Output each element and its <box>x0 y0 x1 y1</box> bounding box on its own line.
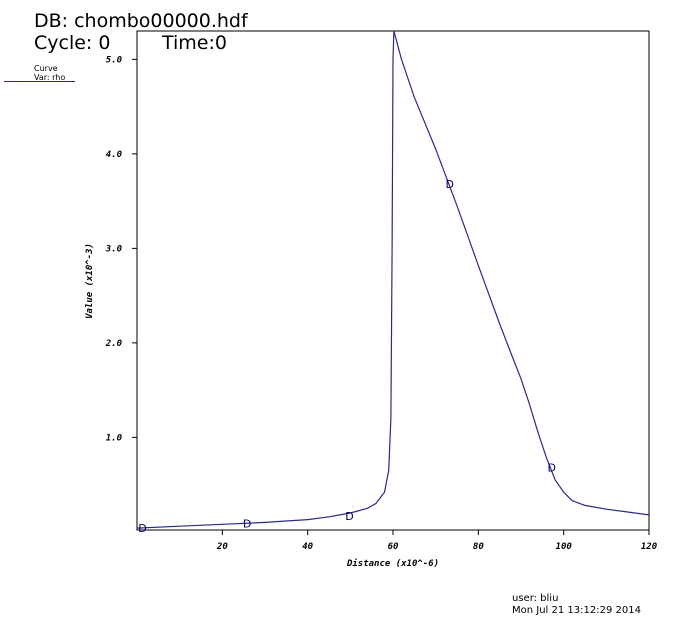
x-tick-label: 20 <box>216 542 228 552</box>
curve-marker: D <box>547 462 555 475</box>
y-tick-label: 4.0 <box>106 150 123 160</box>
curve-marker: D <box>138 522 146 535</box>
y-tick-label: 2.0 <box>105 339 123 349</box>
x-axis-title: Distance (x10^-6) <box>346 558 439 569</box>
marker-layer: D D D D D <box>138 178 556 535</box>
x-tick-label: 120 <box>641 542 658 552</box>
curve-marker: D <box>446 178 454 191</box>
y-tick-label: 5.0 <box>106 55 123 65</box>
series-line-rho <box>136 30 650 529</box>
legend-line-swatch <box>4 81 75 82</box>
footer-user: user: bliu <box>512 593 559 604</box>
curve-marker: D <box>345 510 353 523</box>
y-axis: 1.0 2.0 3.0 4.0 5.0 <box>105 55 137 443</box>
x-tick-label: 40 <box>302 542 313 552</box>
x-tick-label: 80 <box>473 542 484 552</box>
x-tick-label: 60 <box>388 542 399 552</box>
legend-title: Curve <box>34 64 58 73</box>
x-axis: 20 40 60 80 100 120 <box>216 530 658 552</box>
time-label: Time:0 <box>162 32 227 54</box>
series-layer <box>136 30 650 529</box>
legend-variable: Var: rho <box>34 73 66 82</box>
y-tick-label: 3.0 <box>105 244 123 254</box>
y-tick-label: 1.0 <box>106 433 123 443</box>
database-title: DB: chombo00000.hdf <box>34 10 248 32</box>
footer-timestamp: Mon Jul 21 13:12:29 2014 <box>512 605 641 616</box>
y-axis-title: Value (x10^-3) <box>85 243 95 319</box>
curve-marker: D <box>243 517 251 530</box>
cycle-label: Cycle: 0 <box>34 32 111 54</box>
x-tick-label: 100 <box>556 542 573 552</box>
